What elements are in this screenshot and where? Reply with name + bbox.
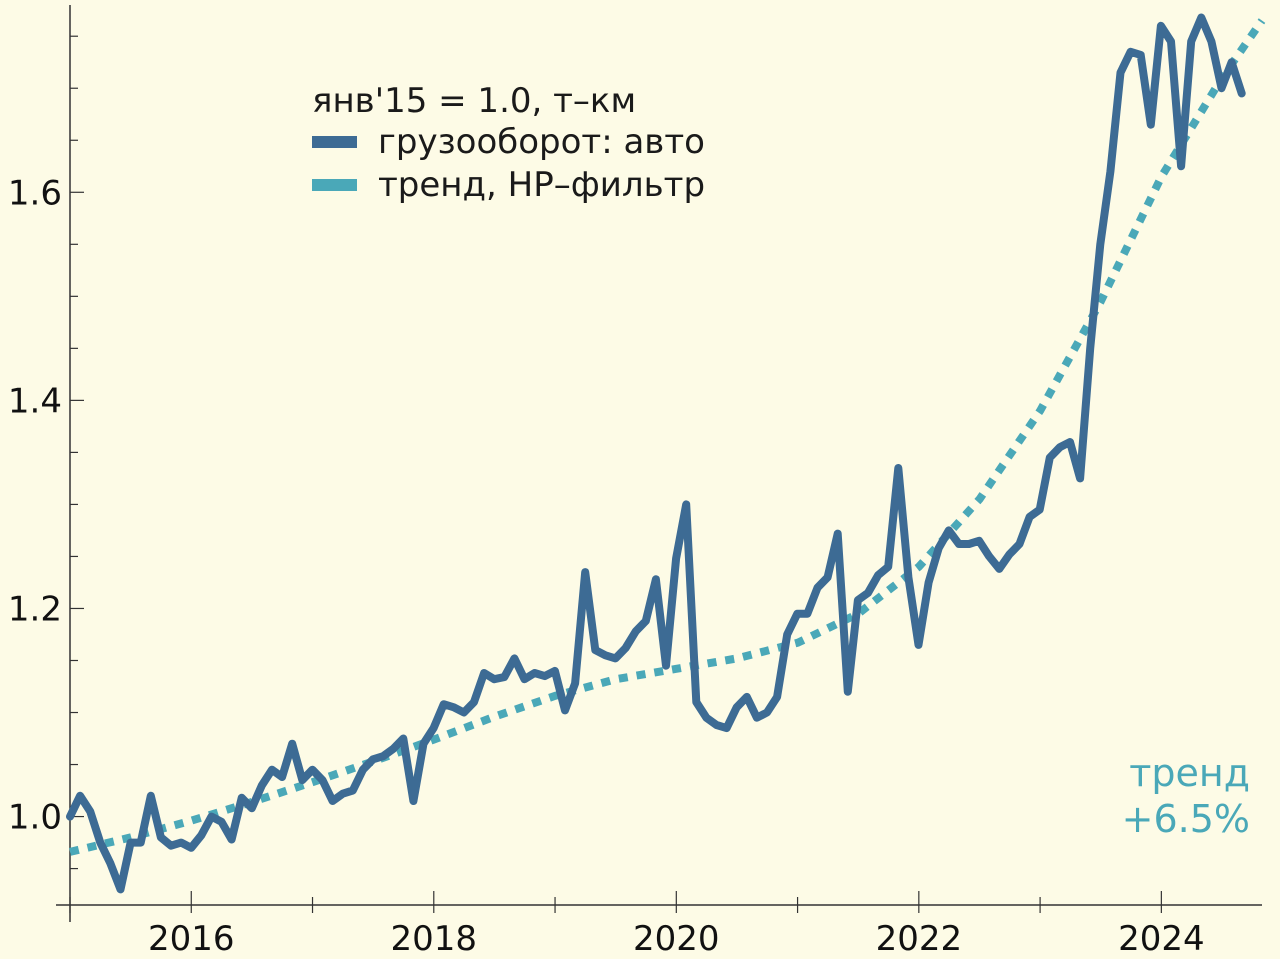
trend-annotation: тренд +6.5%: [1122, 751, 1250, 841]
y-tick-label: 1.6: [8, 173, 62, 213]
x-tick-label: 2024: [1118, 919, 1205, 959]
trend-line: [69, 18, 1266, 856]
trend-series-path: [69, 18, 1266, 856]
y-tick-label: 1.4: [8, 381, 62, 421]
freight-series-path: [66, 13, 1246, 894]
legend-title: янв'15 = 1.0, т–км: [312, 81, 636, 121]
x-tick-label: 2016: [148, 919, 235, 959]
legend-label-trend: тренд, HP–фильтр: [378, 165, 705, 205]
y-tick-label: 1.2: [8, 589, 62, 629]
x-tick-label: 2020: [633, 919, 720, 959]
series-line: [66, 13, 1246, 894]
annotation-line-2: +6.5%: [1122, 797, 1250, 841]
x-tick-label: 2018: [391, 919, 478, 959]
axes: 1.0 1.2 1.4 1.6 2016 2018 2020 2022 2024: [8, 5, 1262, 959]
x-tick-label: 2022: [876, 919, 963, 959]
annotation-line-1: тренд: [1129, 751, 1250, 795]
y-tick-label: 1.0: [8, 798, 62, 838]
legend: янв'15 = 1.0, т–км грузооборот: авто тре…: [312, 81, 705, 205]
legend-label-series: грузооборот: авто: [378, 122, 705, 162]
